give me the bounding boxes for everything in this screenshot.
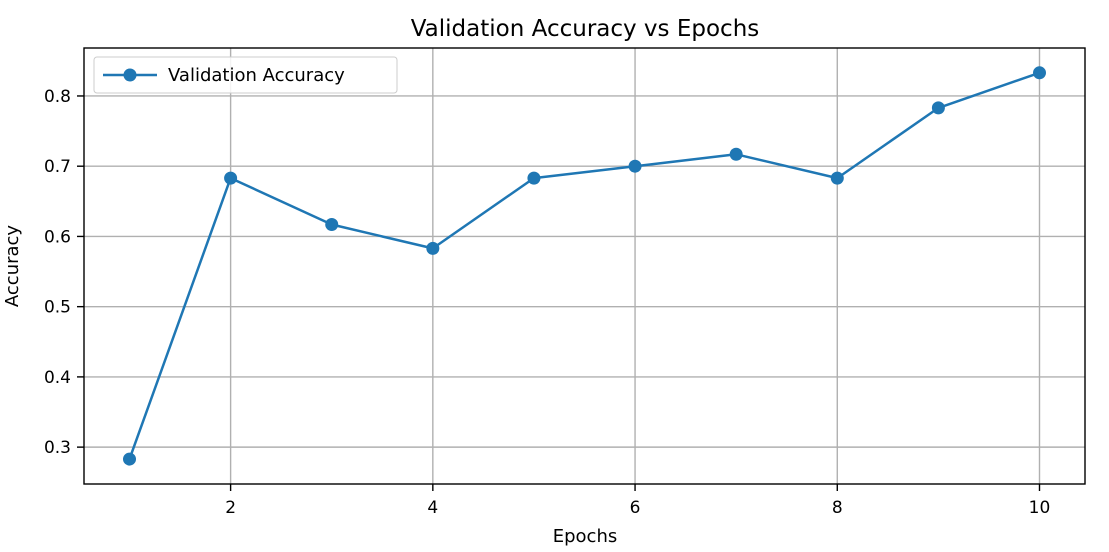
x-axis-label: Epochs: [553, 526, 618, 547]
x-tick-label: 10: [1029, 498, 1051, 518]
data-point: [527, 171, 541, 185]
data-point: [224, 171, 238, 185]
y-tick-label: 0.8: [44, 87, 71, 107]
legend-marker: [123, 68, 137, 82]
data-point: [426, 241, 440, 255]
y-tick-label: 0.6: [44, 227, 71, 247]
x-tick-label: 2: [225, 498, 236, 518]
data-point: [729, 147, 743, 161]
grid: [84, 48, 1085, 484]
y-tick-label: 0.4: [44, 368, 71, 388]
y-axis-label: Accuracy: [2, 225, 23, 308]
chart-title: Validation Accuracy vs Epochs: [411, 16, 760, 42]
data-point: [628, 159, 642, 173]
x-tick-label: 8: [832, 498, 843, 518]
y-tick-label: 0.5: [44, 298, 71, 318]
legend-box: [93, 56, 398, 94]
data-point: [830, 171, 844, 185]
x-axis: 2 4 6 8 10: [225, 484, 1050, 518]
y-axis: 0.3 0.4 0.5 0.6 0.7 0.8: [44, 87, 84, 458]
series-line: [128, 71, 1040, 460]
y-tick-label: 0.3: [44, 438, 71, 458]
data-point: [123, 452, 136, 466]
legend-label: Validation Accuracy: [168, 65, 345, 86]
x-tick-label: 6: [630, 498, 641, 518]
series-validation-accuracy: [123, 66, 1046, 466]
data-point: [1033, 66, 1046, 80]
plot-frame: [83, 47, 1086, 485]
data-point: [931, 101, 945, 115]
legend: Validation Accuracy: [93, 56, 398, 94]
x-tick-label: 4: [427, 498, 438, 518]
data-point: [325, 217, 339, 231]
y-tick-label: 0.7: [44, 157, 71, 177]
